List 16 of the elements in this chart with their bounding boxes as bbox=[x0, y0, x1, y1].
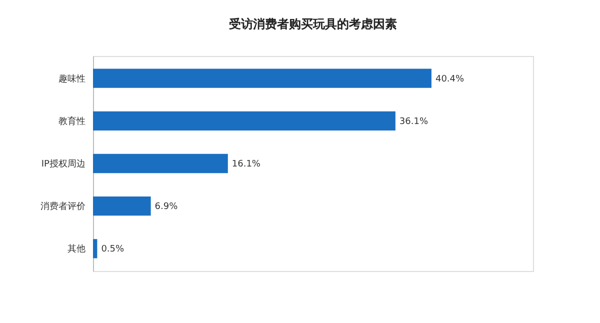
data-label: 40.4% bbox=[435, 74, 464, 84]
bar bbox=[93, 196, 151, 216]
chart-title: 受访消费者购买玩具的考虑因素 bbox=[228, 17, 397, 31]
bar bbox=[93, 154, 228, 174]
data-label: 6.9% bbox=[154, 202, 178, 212]
bar bbox=[93, 239, 98, 258]
y-tick-label: 消费者评价 bbox=[40, 201, 86, 212]
y-tick-label: IP授权周边 bbox=[41, 158, 86, 170]
y-tick-label: 其他 bbox=[68, 244, 86, 255]
data-label: 16.1% bbox=[232, 160, 261, 170]
data-label: 0.5% bbox=[101, 244, 124, 255]
bar bbox=[93, 68, 432, 88]
y-tick-label: 趣味性 bbox=[58, 73, 86, 84]
y-tick-label: 教育性 bbox=[58, 116, 86, 127]
bar bbox=[93, 111, 396, 131]
data-label: 36.1% bbox=[399, 116, 428, 127]
